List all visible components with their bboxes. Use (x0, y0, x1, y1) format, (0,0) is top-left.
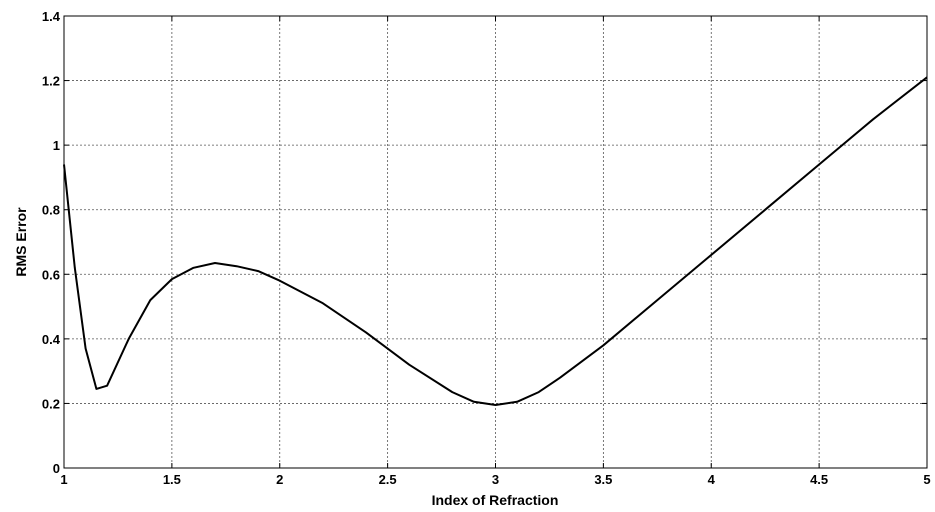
x-tick-label: 3 (492, 472, 499, 487)
y-axis-tick-labels: 0 0.2 0.4 0.6 0.8 1 1.2 1.4 (42, 9, 61, 476)
x-tick-label: 3.5 (594, 472, 612, 487)
y-tick-label: 0.6 (42, 267, 60, 282)
x-tick-label: 5 (923, 472, 930, 487)
series-line (63, 76, 928, 406)
x-axis-title: Index of Refraction (432, 492, 559, 508)
y-tick-label: 0.4 (42, 332, 61, 347)
series-group (63, 76, 928, 406)
y-tick-label: 0.8 (42, 203, 60, 218)
y-tick-label: 0 (53, 461, 60, 476)
x-tick-label: 4.5 (810, 472, 828, 487)
y-tick-label: 1 (53, 138, 60, 153)
x-tick-label: 2.5 (379, 472, 397, 487)
grid (64, 16, 927, 468)
x-tick-label: 1 (60, 472, 67, 487)
x-tick-label: 4 (708, 472, 716, 487)
y-tick-label: 1.4 (42, 9, 61, 24)
y-tick-label: 0.2 (42, 396, 60, 411)
x-axis-tick-labels: 1 1.5 2 2.5 3 3.5 4 4.5 5 (60, 472, 930, 487)
y-tick-label: 1.2 (42, 74, 60, 89)
x-tick-label: 2 (276, 472, 283, 487)
x-tick-label: 1.5 (163, 472, 181, 487)
y-axis-title: RMS Error (13, 207, 29, 277)
